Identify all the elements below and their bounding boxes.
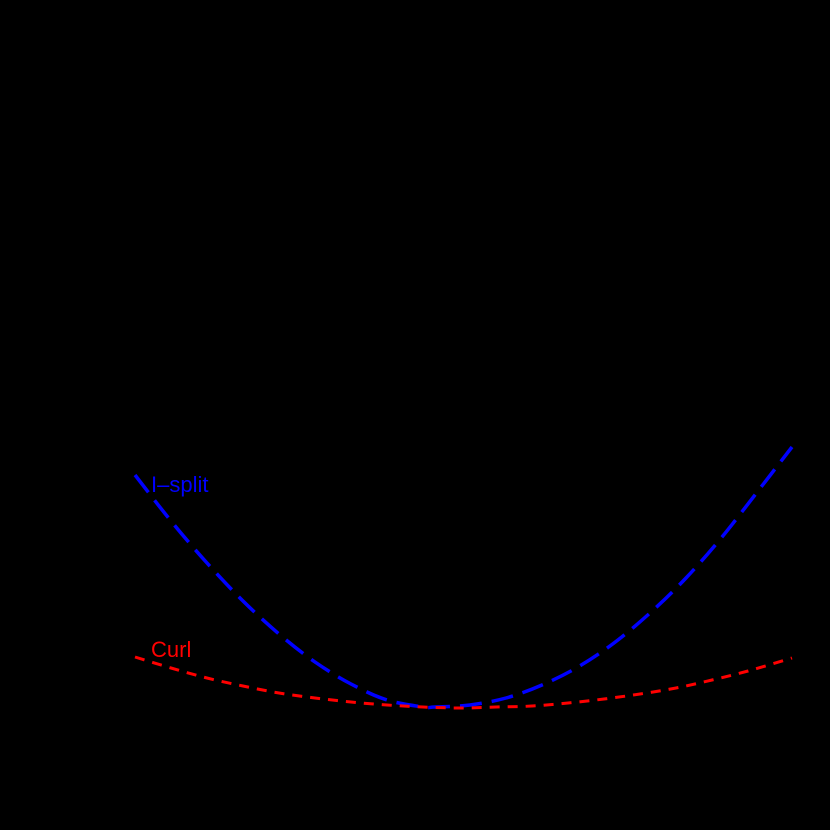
series-label-curl: Curl [151,637,191,662]
series-line-isplit [133,445,794,710]
series-label-isplit: I–split [151,472,208,497]
series-layer [133,445,794,710]
series-line-curl [134,655,793,710]
series-labels: I–split Curl [151,472,208,662]
